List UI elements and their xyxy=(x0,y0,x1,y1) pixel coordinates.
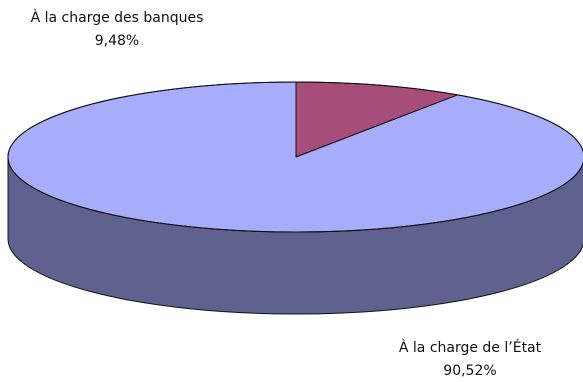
pie-top-outline xyxy=(7,81,583,233)
slice-label-banques: À la charge des banques xyxy=(31,9,204,26)
pie-outline-layer xyxy=(7,81,583,233)
slice-label-etat: À la charge de l’État xyxy=(399,339,542,356)
slice-value-banques: 9,48% xyxy=(95,33,139,49)
pie-slice-1 xyxy=(7,81,583,233)
slice-value-etat: 90,52% xyxy=(443,363,496,379)
pie-top-layer xyxy=(7,81,583,233)
